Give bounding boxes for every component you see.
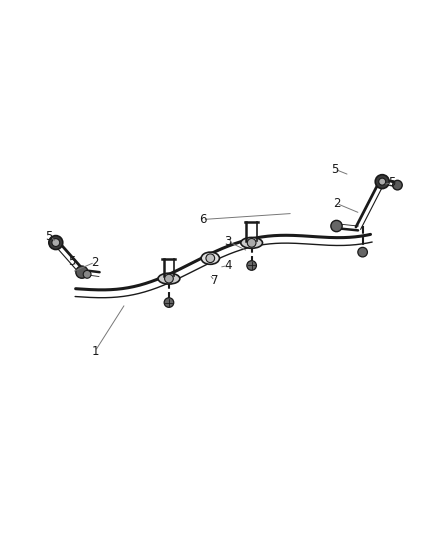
Circle shape xyxy=(49,236,63,249)
Circle shape xyxy=(76,266,88,278)
Ellipse shape xyxy=(241,237,262,248)
Circle shape xyxy=(331,220,342,232)
Circle shape xyxy=(247,238,256,247)
Circle shape xyxy=(165,274,173,283)
Ellipse shape xyxy=(158,273,180,284)
Circle shape xyxy=(392,180,402,190)
Circle shape xyxy=(52,239,60,246)
Ellipse shape xyxy=(201,252,219,264)
Text: 4: 4 xyxy=(224,259,231,272)
Text: 5: 5 xyxy=(389,176,396,189)
Text: 6: 6 xyxy=(199,213,206,226)
Text: 2: 2 xyxy=(91,256,99,269)
Circle shape xyxy=(83,270,91,278)
Circle shape xyxy=(247,261,256,270)
Text: 3: 3 xyxy=(224,235,231,248)
Circle shape xyxy=(164,298,174,308)
Text: 5: 5 xyxy=(331,163,338,175)
Circle shape xyxy=(358,247,367,257)
Text: 7: 7 xyxy=(211,274,219,287)
Circle shape xyxy=(379,178,386,185)
Text: 1: 1 xyxy=(91,345,99,358)
Text: 5: 5 xyxy=(68,255,76,268)
Circle shape xyxy=(375,175,389,189)
Text: 5: 5 xyxy=(46,230,53,243)
Circle shape xyxy=(206,254,215,263)
Text: 2: 2 xyxy=(333,197,340,210)
